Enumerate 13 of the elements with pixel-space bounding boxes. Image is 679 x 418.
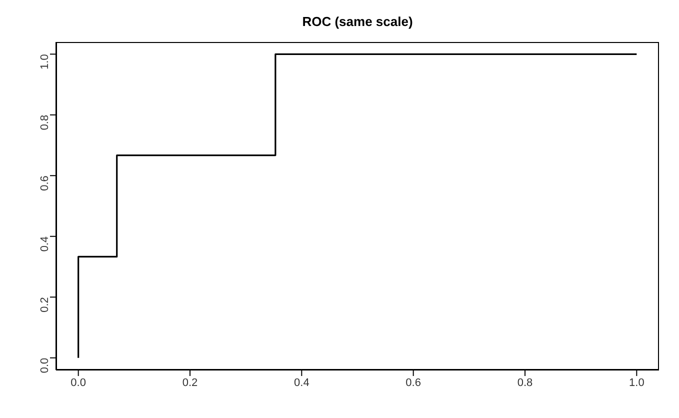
y-tick-label: 0.4 [38, 236, 51, 252]
x-tick-label: 0.2 [182, 376, 198, 389]
x-tick-label: 0.0 [70, 376, 86, 389]
x-tick-label: 0.6 [406, 376, 421, 389]
y-tick-label: 1.0 [38, 54, 51, 70]
y-tick-label: 0.2 [38, 297, 51, 312]
y-tick-label: 0.0 [38, 358, 51, 374]
y-tick-label: 0.8 [38, 114, 51, 130]
chart-title: ROC (same scale) [301, 14, 414, 29]
y-tick-label: 0.6 [38, 176, 51, 191]
x-tick-label: 1.0 [629, 376, 644, 389]
x-tick-label: 0.4 [294, 376, 310, 389]
x-tick-label: 0.8 [517, 376, 533, 389]
